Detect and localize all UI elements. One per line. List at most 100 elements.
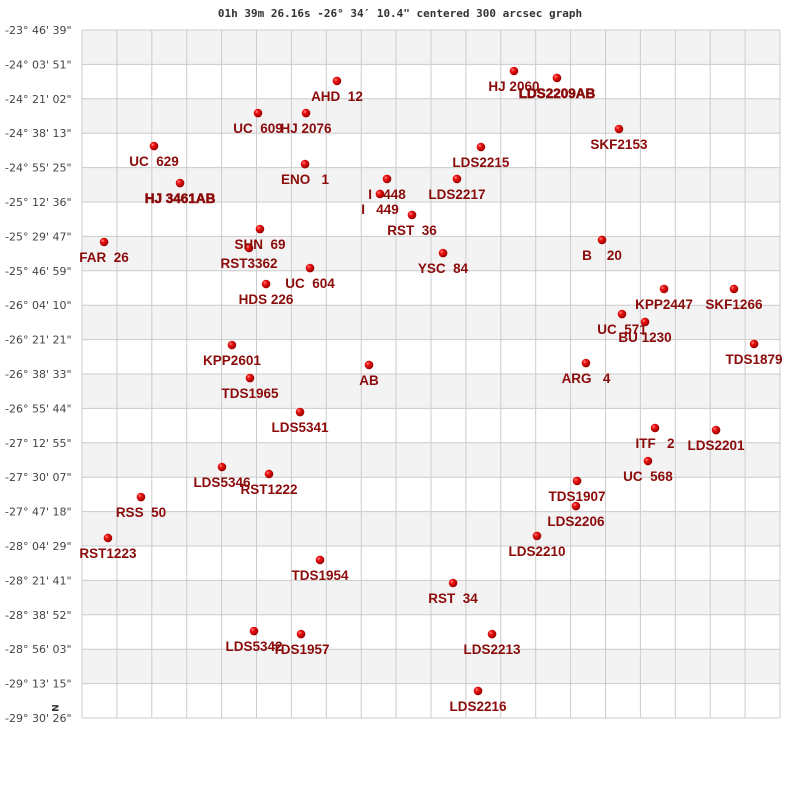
star-point bbox=[103, 533, 113, 543]
star-label: I 449 bbox=[361, 202, 399, 217]
star-point bbox=[175, 178, 185, 188]
star-point bbox=[149, 141, 159, 151]
star-point bbox=[614, 124, 624, 134]
y-tick-label: -27° 30' 07" bbox=[5, 471, 72, 484]
star-label: UC 629 bbox=[129, 154, 179, 169]
star-label: LDS2209AB bbox=[519, 86, 596, 101]
star-label: LDS2216 bbox=[449, 699, 507, 714]
star-label: LDS2215 bbox=[452, 155, 510, 170]
star-point bbox=[552, 73, 562, 83]
star-point bbox=[572, 476, 582, 486]
y-tick-label: -28° 56' 03" bbox=[5, 643, 72, 656]
y-tick-label: -24° 03' 51" bbox=[5, 58, 72, 71]
y-tick-label: -25° 46' 59" bbox=[5, 265, 72, 278]
star-label: HJ 3461AB bbox=[145, 191, 216, 206]
star-label: RSS 50 bbox=[116, 505, 166, 520]
star-point bbox=[509, 66, 519, 76]
star-point bbox=[711, 425, 721, 435]
star-point bbox=[255, 224, 265, 234]
star-point bbox=[532, 531, 542, 541]
star-label: BU 1230 bbox=[618, 330, 671, 345]
star-label: TDS1954 bbox=[292, 568, 350, 583]
star-label: RST 34 bbox=[428, 591, 478, 606]
star-point bbox=[249, 626, 259, 636]
star-label: LDS5342 bbox=[225, 639, 282, 654]
chart-title: 01h 39m 26.16s -26° 34′ 10.4" centered 3… bbox=[218, 7, 582, 20]
star-label: RST1223 bbox=[79, 546, 137, 561]
star-point bbox=[364, 360, 374, 370]
star-label: TDS1957 bbox=[272, 642, 329, 657]
star-point bbox=[473, 686, 483, 696]
star-point bbox=[581, 358, 591, 368]
points bbox=[99, 66, 759, 696]
star-label: LDS2217 bbox=[428, 187, 485, 202]
y-tick-label: -26° 04' 10" bbox=[5, 299, 72, 312]
y-tick-label: -26° 38' 33" bbox=[5, 368, 72, 381]
star-label: AB bbox=[359, 373, 379, 388]
star-label: UC 604 bbox=[285, 276, 335, 291]
star-point bbox=[296, 629, 306, 639]
y-tick-label: -29° 30' 26" bbox=[5, 712, 72, 725]
star-point bbox=[452, 174, 462, 184]
star-label: SHN 69 bbox=[234, 237, 285, 252]
star-label: UC 609 bbox=[233, 121, 283, 136]
y-tick-label: -29° 13' 15" bbox=[5, 678, 72, 691]
star-label: I 448 bbox=[368, 187, 406, 202]
y-tick-label: -24° 55' 25" bbox=[5, 162, 72, 175]
y-tick-labels: -23° 46' 39" -24° 03' 51" -24° 21' 02" -24°… bbox=[5, 24, 72, 725]
star-label: ENO 1 bbox=[281, 172, 330, 187]
star-point bbox=[253, 108, 263, 118]
y-tick-label: -24° 38' 13" bbox=[5, 127, 72, 140]
star-point bbox=[295, 407, 305, 417]
star-point bbox=[476, 142, 486, 152]
star-point bbox=[438, 248, 448, 258]
star-point bbox=[407, 210, 417, 220]
star-point bbox=[217, 462, 227, 472]
star-label: TDS1879 bbox=[726, 352, 783, 367]
star-label: KPP2601 bbox=[203, 353, 261, 368]
star-point bbox=[729, 284, 739, 294]
star-point bbox=[643, 456, 653, 466]
star-label: UC 571 bbox=[597, 322, 647, 337]
star-point bbox=[617, 309, 627, 319]
y-tick-label: -23° 46' 39" bbox=[5, 24, 72, 37]
star-label: RST 36 bbox=[387, 223, 437, 238]
star-label: TDS1965 bbox=[221, 386, 279, 401]
y-tick-label: -28° 38' 52" bbox=[5, 609, 72, 622]
star-label: LDS2213 bbox=[464, 642, 522, 657]
star-point bbox=[261, 279, 271, 289]
star-point bbox=[264, 469, 274, 479]
star-label: TDS1907 bbox=[549, 489, 606, 504]
star-point bbox=[136, 492, 146, 502]
star-label: ARG 4 bbox=[562, 371, 611, 386]
y-tick-label: -25° 12' 36" bbox=[5, 196, 72, 209]
y-tick-label: -25° 29' 47" bbox=[5, 230, 72, 243]
y-tick-label: -24° 21' 02" bbox=[5, 93, 72, 106]
star-label: HDS 226 bbox=[239, 292, 294, 307]
star-point bbox=[597, 235, 607, 245]
star-label: HJ 2060 bbox=[488, 79, 539, 94]
star-label: FAR 26 bbox=[79, 250, 129, 265]
star-point bbox=[227, 340, 237, 350]
star-point bbox=[659, 284, 669, 294]
star-label: B 20 bbox=[582, 248, 622, 263]
y-tick-label: -27° 47' 18" bbox=[5, 506, 72, 519]
star-point bbox=[382, 174, 392, 184]
star-label: LDS2206 bbox=[547, 514, 605, 529]
star-point bbox=[99, 237, 109, 247]
star-label: YSC 84 bbox=[418, 261, 469, 276]
north-marker: N bbox=[49, 704, 59, 712]
star-point bbox=[375, 189, 385, 199]
star-label: SKF1266 bbox=[705, 297, 763, 312]
star-point bbox=[749, 339, 759, 349]
star-point bbox=[448, 578, 458, 588]
star-label: HJ 2076 bbox=[280, 121, 332, 136]
star-point bbox=[650, 423, 660, 433]
y-tick-label: -26° 55' 44" bbox=[5, 402, 72, 415]
star-point bbox=[315, 555, 325, 565]
y-tick-label: -28° 04' 29" bbox=[5, 540, 72, 553]
star-point bbox=[301, 108, 311, 118]
